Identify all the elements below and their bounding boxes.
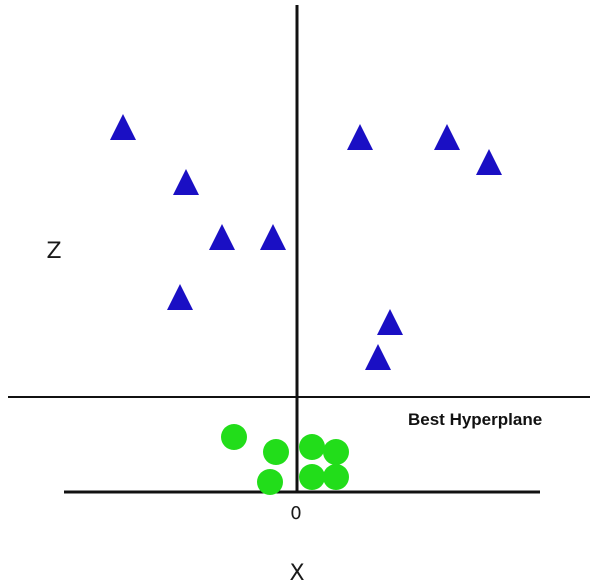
triangle-point [260, 224, 286, 250]
triangle-point [377, 309, 403, 335]
origin-label: 0 [290, 503, 301, 524]
hyperplane-label: Best Hyperplane [408, 410, 542, 429]
circle-point [299, 464, 325, 490]
triangle-point [167, 284, 193, 310]
circle-point [323, 464, 349, 490]
triangle-point [347, 124, 373, 150]
triangle-point [110, 114, 136, 140]
triangle-point [173, 169, 199, 195]
circle-point [263, 439, 289, 465]
triangle-point [434, 124, 460, 150]
circle-point [323, 439, 349, 465]
data-points [110, 114, 502, 495]
triangle-point [476, 149, 502, 175]
circle-point [221, 424, 247, 450]
triangle-point [365, 344, 391, 370]
z-axis-label: Z [46, 239, 61, 264]
circle-point [299, 434, 325, 460]
x-axis-label: X [289, 561, 304, 586]
triangle-point [209, 224, 235, 250]
circle-point [257, 469, 283, 495]
